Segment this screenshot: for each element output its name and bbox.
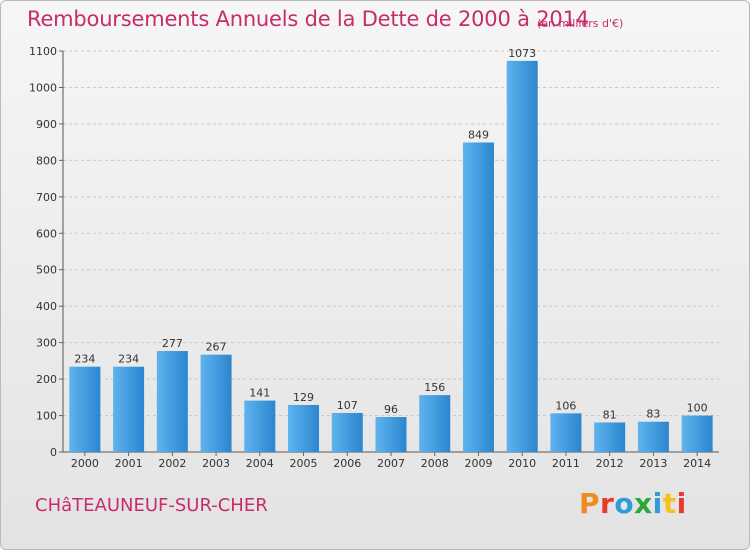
y-tick-label: 500 xyxy=(36,264,57,277)
x-tick-label: 2003 xyxy=(202,457,230,470)
bar-2007 xyxy=(375,417,407,452)
bar-2000 xyxy=(69,366,101,452)
bar-2001 xyxy=(113,366,145,452)
bar-value-label: 156 xyxy=(424,381,445,394)
x-tick-label: 2012 xyxy=(596,457,624,470)
proxiti-logo: Proxiti xyxy=(579,487,687,520)
x-tick-label: 2009 xyxy=(464,457,492,470)
y-tick-label: 300 xyxy=(36,337,57,350)
x-tick-label: 2001 xyxy=(115,457,143,470)
bar-value-label: 106 xyxy=(555,399,576,412)
chart-unit: (en milliers d'€) xyxy=(537,17,624,30)
bar-value-label: 1073 xyxy=(508,47,536,60)
bar-2014 xyxy=(681,415,713,452)
x-tick-label: 2011 xyxy=(552,457,580,470)
x-tick-label: 2013 xyxy=(639,457,667,470)
y-tick-label: 400 xyxy=(36,300,57,313)
logo-letter: i xyxy=(652,487,663,520)
bar-value-label: 96 xyxy=(384,403,398,416)
bar-value-label: 100 xyxy=(687,402,708,415)
y-tick-label: 900 xyxy=(36,118,57,131)
y-tick-label: 1100 xyxy=(29,45,57,58)
logo-letter: t xyxy=(662,487,677,520)
bar-2002 xyxy=(156,351,188,452)
bar-value-label: 81 xyxy=(603,408,617,421)
x-tick-label: 2004 xyxy=(246,457,274,470)
x-tick-label: 2010 xyxy=(508,457,536,470)
bar-value-label: 141 xyxy=(249,387,270,400)
bar-value-label: 83 xyxy=(646,408,660,421)
logo-letter: x xyxy=(634,487,653,520)
x-tick-label: 2005 xyxy=(290,457,318,470)
x-tick-label: 2002 xyxy=(158,457,186,470)
x-tick-label: 2000 xyxy=(71,457,99,470)
x-tick-label: 2007 xyxy=(377,457,405,470)
bar-value-label: 129 xyxy=(293,391,314,404)
x-tick-label: 2014 xyxy=(683,457,711,470)
logo-letter: o xyxy=(614,487,635,520)
bar-2009 xyxy=(462,142,494,452)
bar-value-label: 267 xyxy=(206,341,227,354)
y-tick-label: 600 xyxy=(36,227,57,240)
bar-value-label: 107 xyxy=(337,399,358,412)
bar-value-label: 849 xyxy=(468,129,489,142)
commune-name: CHâTEAUNEUF-SUR-CHER xyxy=(35,495,268,516)
bar-value-label: 277 xyxy=(162,337,183,350)
y-tick-label: 1000 xyxy=(29,81,57,94)
bar-2010 xyxy=(506,60,538,453)
bar-value-label: 234 xyxy=(118,353,139,366)
bar-2004 xyxy=(244,400,276,452)
logo-letter: P xyxy=(579,487,601,520)
bar-value-label: 234 xyxy=(74,353,95,366)
bar-2011 xyxy=(550,413,582,452)
bar-2013 xyxy=(637,421,669,452)
bar-2008 xyxy=(419,395,451,452)
bar-2003 xyxy=(200,354,232,452)
y-tick-label: 0 xyxy=(50,446,57,459)
y-tick-label: 700 xyxy=(36,191,57,204)
x-tick-label: 2008 xyxy=(421,457,449,470)
logo-letter: i xyxy=(676,487,687,520)
chart-title: Remboursements Annuels de la Dette de 20… xyxy=(27,7,589,31)
logo-letter: r xyxy=(600,487,615,520)
y-tick-label: 800 xyxy=(36,154,57,167)
bar-2005 xyxy=(288,404,320,452)
x-tick-label: 2006 xyxy=(333,457,361,470)
y-tick-label: 100 xyxy=(36,410,57,423)
y-tick-label: 200 xyxy=(36,373,57,386)
bar-2006 xyxy=(331,412,363,452)
bar-2012 xyxy=(594,422,626,452)
